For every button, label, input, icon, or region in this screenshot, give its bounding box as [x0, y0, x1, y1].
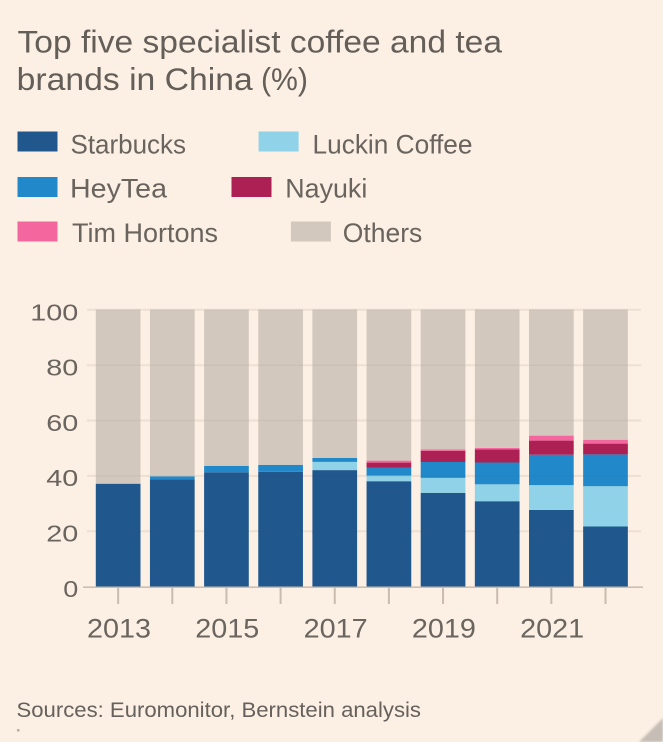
svg-text:80: 80: [46, 355, 78, 381]
svg-text:HeyTea: HeyTea: [70, 173, 167, 203]
svg-text:2021: 2021: [520, 614, 584, 644]
svg-text:Tim Hortons: Tim Hortons: [72, 218, 218, 248]
svg-text:2019: 2019: [412, 614, 476, 644]
svg-text:Top five specialist coffee and: Top five specialist coffee and tea: [18, 23, 503, 59]
svg-text:Sources: Euromonitor, Bernstei: Sources: Euromonitor, Bernstein analysis: [17, 699, 422, 722]
svg-text:60: 60: [46, 410, 78, 436]
svg-text:Nayuki: Nayuki: [285, 173, 367, 203]
svg-text:Luckin Coffee: Luckin Coffee: [313, 130, 473, 160]
svg-text:(%): (%): [261, 61, 308, 97]
svg-text:20: 20: [46, 521, 78, 547]
svg-text:brands in China: brands in China: [17, 61, 254, 97]
svg-text:2013: 2013: [87, 614, 151, 644]
svg-text:100: 100: [30, 299, 78, 325]
svg-text:Others: Others: [343, 218, 423, 248]
svg-text:2017: 2017: [304, 614, 368, 644]
svg-text:40: 40: [46, 465, 78, 491]
svg-text:0: 0: [63, 576, 78, 602]
svg-text:2015: 2015: [195, 614, 259, 644]
svg-text:Starbucks: Starbucks: [71, 130, 187, 160]
